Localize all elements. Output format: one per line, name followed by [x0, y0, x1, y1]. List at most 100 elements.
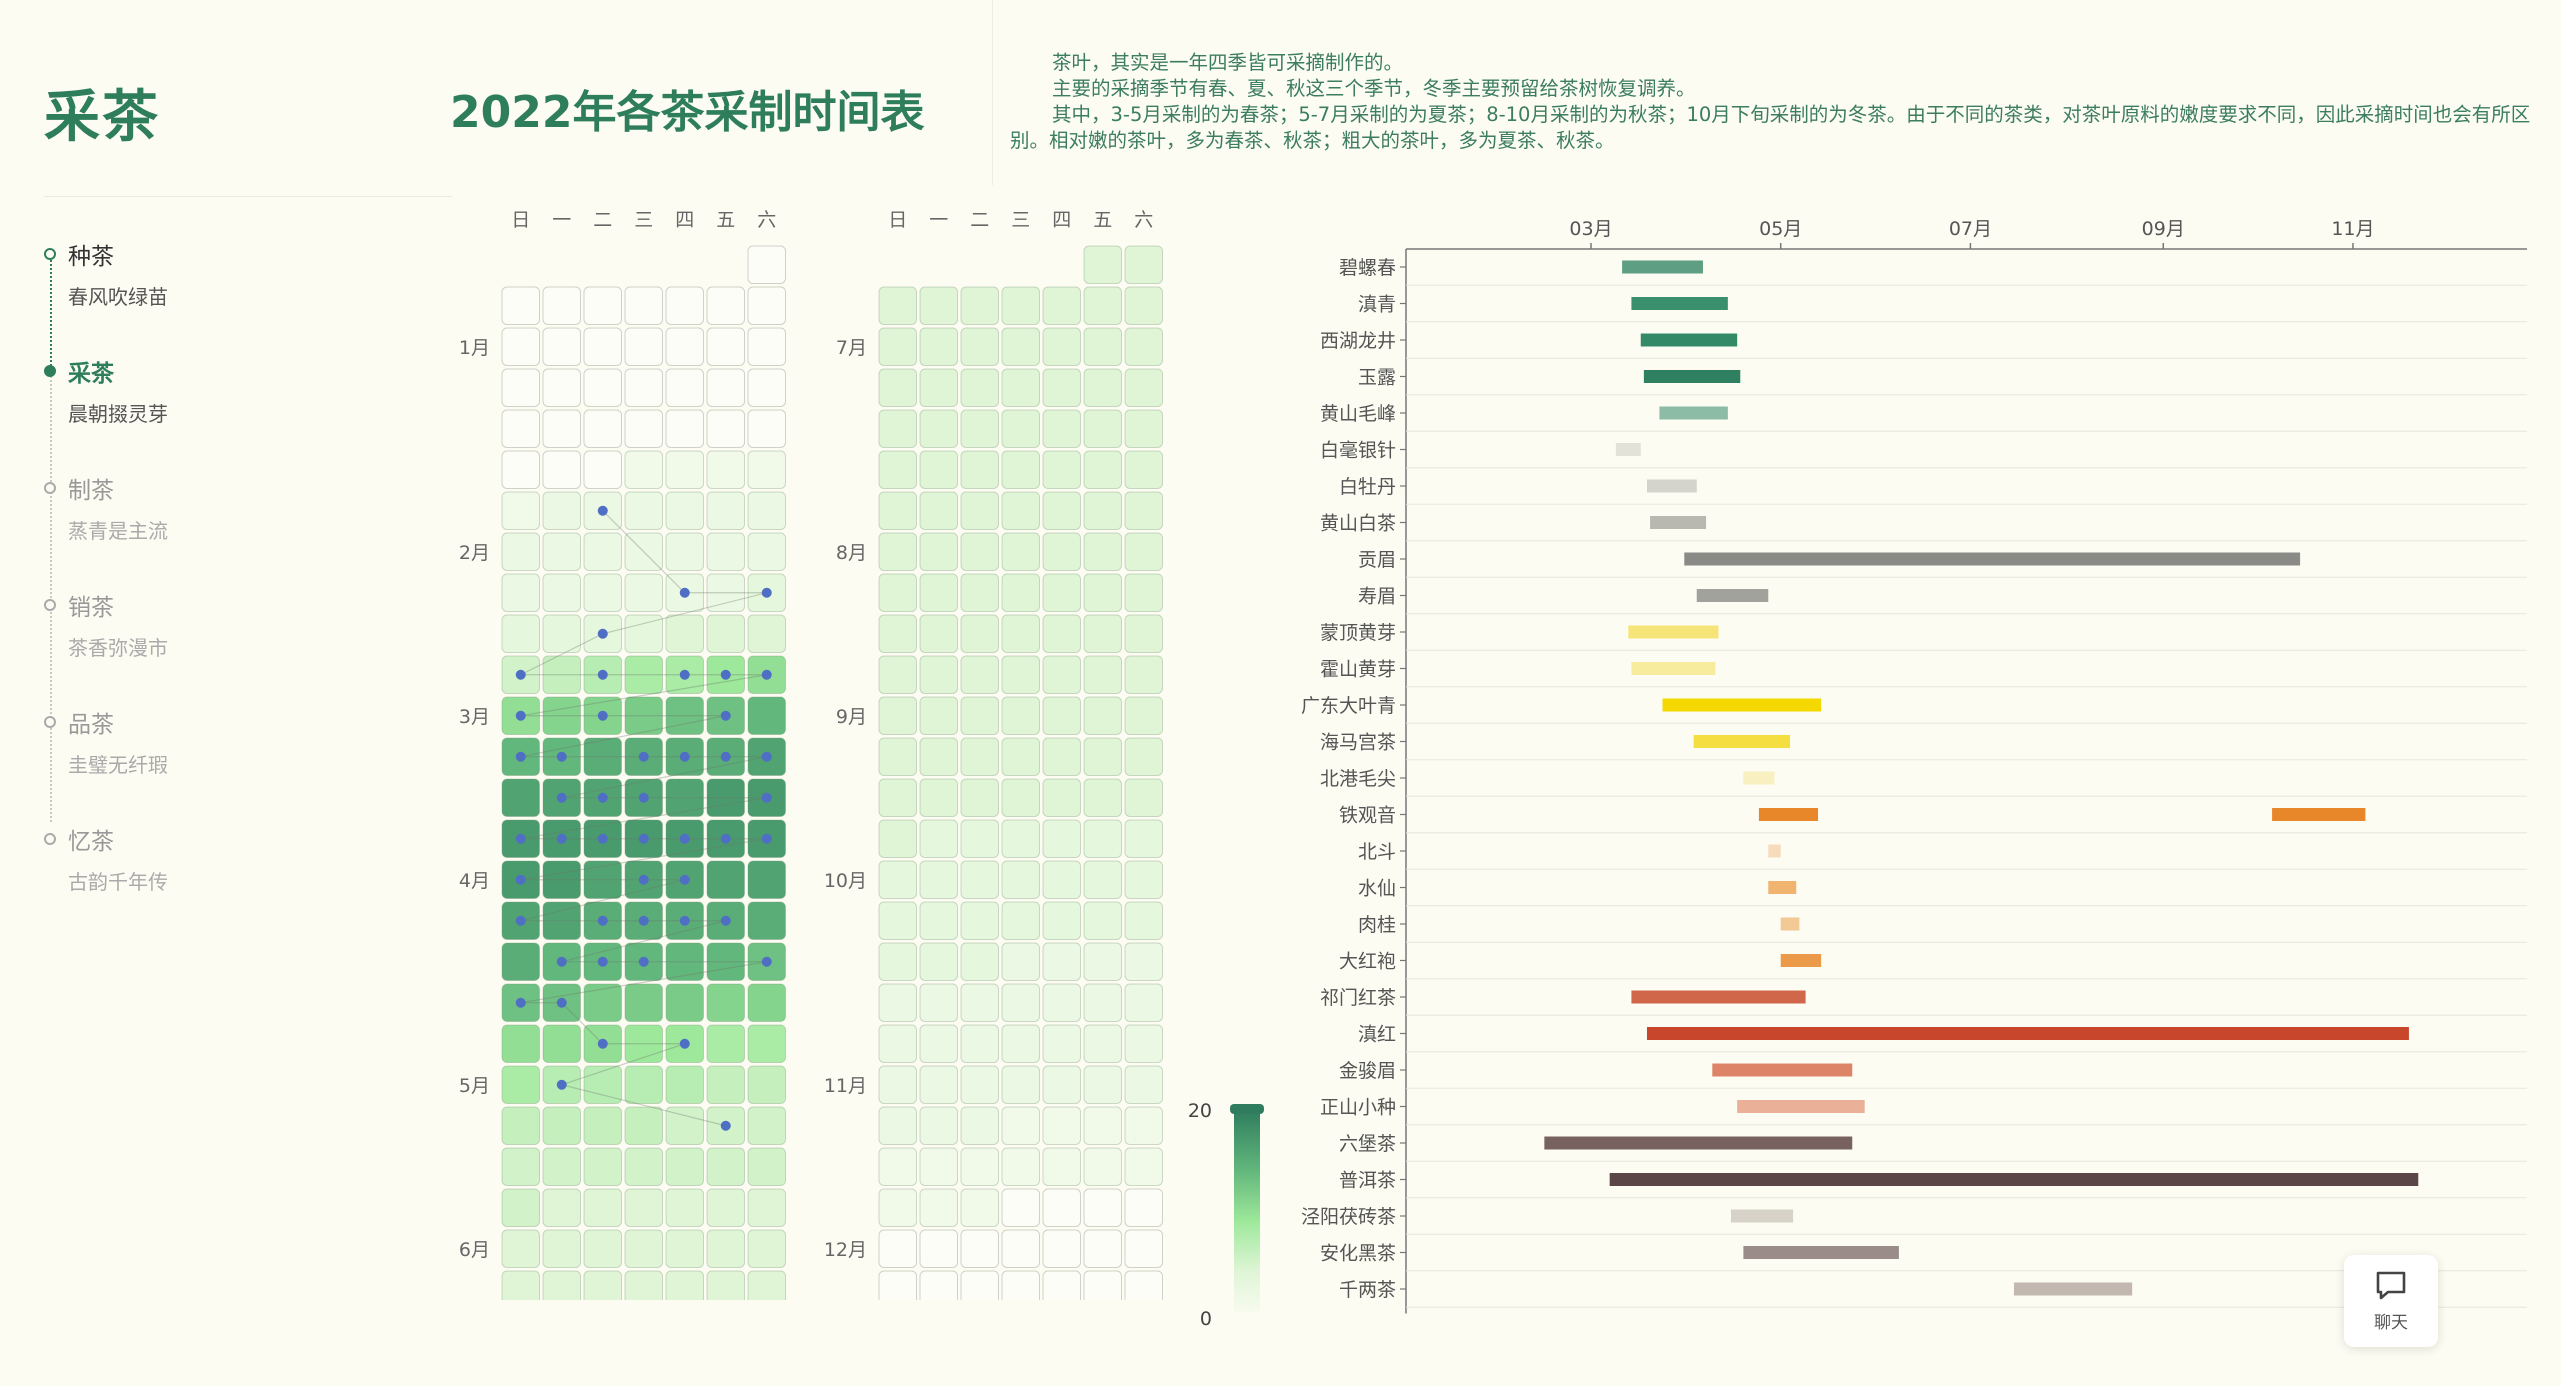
calendar-day-cell[interactable]: [919, 942, 958, 981]
calendar-day-cell[interactable]: [1124, 1065, 1163, 1104]
calendar-day-cell[interactable]: [878, 983, 917, 1022]
calendar-day-cell[interactable]: [1001, 983, 1040, 1022]
harvest-period-bar[interactable]: [1758, 808, 1819, 821]
calendar-day-cell[interactable]: [706, 286, 745, 325]
calendar-day-cell[interactable]: [747, 286, 786, 325]
calendar-day-cell[interactable]: [747, 1229, 786, 1268]
calendar-day-cell[interactable]: [624, 1024, 663, 1063]
calendar-day-cell[interactable]: [1083, 1188, 1122, 1227]
calendar-day-cell[interactable]: [960, 1270, 999, 1300]
calendar-day-cell[interactable]: [1042, 573, 1081, 612]
calendar-day-cell[interactable]: [624, 450, 663, 489]
calendar-day-cell[interactable]: [919, 327, 958, 366]
calendar-day-cell[interactable]: [501, 942, 540, 981]
calendar-day-cell[interactable]: [1124, 1106, 1163, 1145]
calendar-day-cell[interactable]: [665, 491, 704, 530]
calendar-day-cell[interactable]: [1124, 1024, 1163, 1063]
calendar-day-cell[interactable]: [747, 1024, 786, 1063]
calendar-day-cell[interactable]: [1001, 1188, 1040, 1227]
calendar-day-cell[interactable]: [706, 983, 745, 1022]
calendar-day-cell[interactable]: [665, 368, 704, 407]
calendar-day-cell[interactable]: [583, 573, 622, 612]
calendar-day-cell[interactable]: [1042, 1024, 1081, 1063]
calendar-day-cell[interactable]: [919, 1229, 958, 1268]
calendar-day-cell[interactable]: [1001, 409, 1040, 448]
calendar-day-cell[interactable]: [1083, 1024, 1122, 1063]
harvest-period-bar[interactable]: [1693, 735, 1791, 748]
calendar-day-cell[interactable]: [960, 1106, 999, 1145]
calendar-day-cell[interactable]: [1124, 450, 1163, 489]
calendar-day-cell[interactable]: [665, 983, 704, 1022]
calendar-day-cell[interactable]: [501, 409, 540, 448]
calendar-day-cell[interactable]: [1083, 1270, 1122, 1300]
calendar-day-cell[interactable]: [960, 942, 999, 981]
calendar-day-cell[interactable]: [1001, 327, 1040, 366]
calendar-day-cell[interactable]: [1001, 1270, 1040, 1300]
calendar-day-cell[interactable]: [542, 327, 581, 366]
calendar-day-cell[interactable]: [501, 1024, 540, 1063]
calendar-day-cell[interactable]: [1124, 860, 1163, 899]
calendar-day-cell[interactable]: [501, 532, 540, 571]
calendar-day-cell[interactable]: [960, 901, 999, 940]
calendar-day-cell[interactable]: [919, 409, 958, 448]
calendar-day-cell[interactable]: [665, 532, 704, 571]
calendar-day-cell[interactable]: [960, 327, 999, 366]
calendar-day-cell[interactable]: [919, 778, 958, 817]
calendar-day-cell[interactable]: [960, 286, 999, 325]
calendar-day-cell[interactable]: [1124, 573, 1163, 612]
calendar-day-cell[interactable]: [1001, 614, 1040, 653]
calendar-day-cell[interactable]: [960, 778, 999, 817]
calendar-day-cell[interactable]: [583, 532, 622, 571]
calendar-day-cell[interactable]: [1083, 696, 1122, 735]
calendar-day-cell[interactable]: [747, 1106, 786, 1145]
calendar-day-cell[interactable]: [747, 696, 786, 735]
calendar-day-cell[interactable]: [1042, 1106, 1081, 1145]
calendar-day-cell[interactable]: [878, 860, 917, 899]
calendar-day-cell[interactable]: [1124, 901, 1163, 940]
calendar-day-cell[interactable]: [960, 409, 999, 448]
harvest-period-bar[interactable]: [1631, 990, 1806, 1004]
calendar-day-cell[interactable]: [747, 491, 786, 530]
calendar-day-cell[interactable]: [1124, 1147, 1163, 1186]
calendar-day-cell[interactable]: [1001, 1024, 1040, 1063]
calendar-day-cell[interactable]: [542, 286, 581, 325]
calendar-day-cell[interactable]: [919, 1188, 958, 1227]
calendar-day-cell[interactable]: [501, 573, 540, 612]
calendar-day-cell[interactable]: [919, 491, 958, 530]
calendar-day-cell[interactable]: [1124, 327, 1163, 366]
calendar-day-cell[interactable]: [583, 1270, 622, 1300]
calendar-day-cell[interactable]: [1042, 860, 1081, 899]
legend-handle[interactable]: [1230, 1104, 1264, 1114]
calendar-day-cell[interactable]: [1001, 573, 1040, 612]
calendar-day-cell[interactable]: [501, 1147, 540, 1186]
calendar-day-cell[interactable]: [583, 737, 622, 776]
calendar-day-cell[interactable]: [1042, 1188, 1081, 1227]
calendar-day-cell[interactable]: [665, 450, 704, 489]
calendar-day-cell[interactable]: [1042, 614, 1081, 653]
calendar-day-cell[interactable]: [706, 942, 745, 981]
calendar-day-cell[interactable]: [919, 368, 958, 407]
calendar-day-cell[interactable]: [1083, 450, 1122, 489]
calendar-day-cell[interactable]: [501, 614, 540, 653]
harvest-period-bar[interactable]: [1768, 844, 1781, 858]
harvest-period-bar[interactable]: [1640, 333, 1738, 347]
calendar-day-cell[interactable]: [1083, 1229, 1122, 1268]
calendar-day-cell[interactable]: [542, 409, 581, 448]
calendar-day-cell[interactable]: [706, 1229, 745, 1268]
calendar-day-cell[interactable]: [542, 368, 581, 407]
calendar-day-cell[interactable]: [1001, 1106, 1040, 1145]
calendar-day-cell[interactable]: [542, 1188, 581, 1227]
calendar-day-cell[interactable]: [624, 286, 663, 325]
calendar-day-cell[interactable]: [878, 1065, 917, 1104]
harvest-period-bar[interactable]: [1646, 1027, 2409, 1040]
calendar-day-cell[interactable]: [878, 901, 917, 940]
calendar-day-cell[interactable]: [1083, 1106, 1122, 1145]
calendar-day-cell[interactable]: [624, 614, 663, 653]
calendar-day-cell[interactable]: [878, 368, 917, 407]
harvest-period-bar[interactable]: [1544, 1136, 1853, 1150]
calendar-day-cell[interactable]: [624, 409, 663, 448]
calendar-day-cell[interactable]: [1001, 1229, 1040, 1268]
calendar-day-cell[interactable]: [1001, 819, 1040, 858]
calendar-day-cell[interactable]: [1083, 368, 1122, 407]
calendar-day-cell[interactable]: [1042, 778, 1081, 817]
